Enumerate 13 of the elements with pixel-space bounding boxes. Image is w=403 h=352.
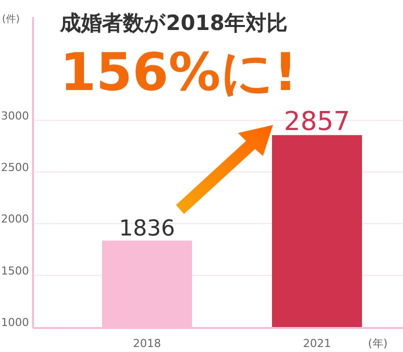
- x-axis-title: (年): [368, 337, 388, 350]
- y-tick-label: 2500: [1, 161, 29, 174]
- text: 156%に!: [60, 43, 298, 103]
- data-label: 1836: [119, 216, 175, 242]
- y-tick-label: 1000: [1, 316, 29, 329]
- data-label: 2857: [284, 107, 350, 138]
- y-axis-title: (件): [2, 14, 20, 25]
- y-tick-label: 1500: [1, 264, 29, 278]
- x-tick-label: 2018: [133, 337, 161, 350]
- y-tick-label: 3000: [1, 109, 29, 122]
- chart-title: 成婚者数が2018年対比: [59, 11, 288, 35]
- y-tick-label: 2000: [1, 212, 29, 226]
- x-tick-label: 2021: [303, 337, 331, 350]
